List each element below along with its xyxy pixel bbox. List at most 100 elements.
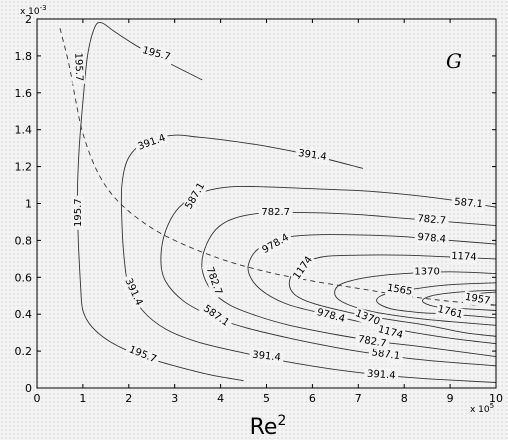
y-axis-multiplier: x 10-3 <box>20 4 47 17</box>
contour-label-bg <box>71 195 85 230</box>
contour-label-978.4: 978.4 <box>312 305 349 327</box>
contour-label-978.4: 978.4 <box>257 229 294 259</box>
contour-label-bg <box>294 146 331 165</box>
contour-line-1174 <box>288 254 496 337</box>
contour-label-1370: 1370 <box>413 265 441 279</box>
contour-label-1174: 1174 <box>375 322 406 343</box>
x-tick-label: 1 <box>79 392 86 405</box>
contour-label-bg <box>384 281 415 299</box>
contour-line-195.7 <box>76 22 203 287</box>
contour-label-391.4: 391.4 <box>133 130 170 155</box>
axes: 0 1 2 3 4 5 6 7 8 9 10 0 0.2 0.4 0.6 0.8 1 1.2 1.4 1.6 1.8 2 <box>15 13 504 405</box>
contour-label-1174: 1174 <box>449 249 479 265</box>
contour-label-bg <box>201 262 226 300</box>
contour-lines <box>76 22 496 383</box>
x-axis-multiplier: x 105 <box>470 402 494 415</box>
contour-label-bg <box>449 249 479 265</box>
y-tick-label: 1.2 <box>15 161 33 174</box>
x-tick-label: 8 <box>401 392 408 405</box>
contour-line-195.7 <box>80 286 244 382</box>
contour-label-text: 195.7 <box>127 344 158 365</box>
y-tick-label: 1 <box>25 198 32 211</box>
contour-label-bg <box>181 178 210 215</box>
contour-label-1761: 1761 <box>435 302 466 323</box>
contour-label-text: 782.7 <box>357 334 387 350</box>
contour-label-195.7: 195.7 <box>71 195 85 230</box>
x-axis-label-superscript: 2 <box>277 413 286 429</box>
contour-label-text: 391.4 <box>297 148 327 163</box>
x-tick-label: 5 <box>263 392 270 405</box>
contour-label-bg <box>414 230 450 247</box>
contour-label-1565: 1565 <box>384 281 415 299</box>
contour-label-bg <box>413 265 441 279</box>
contour-label-text: 587.1 <box>183 181 207 211</box>
contour-label-text: 391.4 <box>252 350 282 364</box>
contour-label-text: 1370 <box>414 266 439 277</box>
contour-label-bg <box>248 348 285 365</box>
contour-line-587.1 <box>160 185 496 367</box>
y-tick-label: 1.8 <box>15 50 33 63</box>
contour-label-bg <box>450 195 487 212</box>
y-tick-label: 0.6 <box>15 271 33 284</box>
contour-label-bg <box>375 322 406 343</box>
contour-label-text: 391.4 <box>367 369 396 382</box>
x-multiplier-base: x 10 <box>470 405 490 415</box>
contour-label-text: 1957 <box>464 292 491 307</box>
y-tick-label: 0.4 <box>15 308 33 321</box>
contour-label-bg <box>138 43 175 65</box>
contour-label-bg <box>352 306 383 330</box>
contour-label-bg <box>435 302 466 323</box>
contour-label-782.7: 782.7 <box>414 212 450 229</box>
contour-line-391.4 <box>120 134 496 383</box>
contour-label-bg <box>414 212 450 229</box>
contour-label-bg <box>133 130 170 155</box>
contour-label-bg <box>363 367 399 383</box>
contour-label-bg <box>258 206 293 220</box>
contour-label-text: 587.1 <box>371 347 401 362</box>
contour-label-bg <box>124 342 161 368</box>
x-tick-label: 4 <box>217 392 224 405</box>
contour-label-195.7: 195.7 <box>71 49 86 85</box>
x-tick-label: 0 <box>34 392 41 405</box>
x-tick-label: 3 <box>171 392 178 405</box>
y-tick-label: 2 <box>25 13 32 26</box>
contour-line-782.7 <box>201 211 496 358</box>
contour-label-1957: 1957 <box>462 290 493 309</box>
contour-label-782.7: 782.7 <box>354 332 390 352</box>
contour-label-195.7: 195.7 <box>138 43 175 65</box>
x-tick-label: 9 <box>447 392 454 405</box>
contour-label-text: 391.4 <box>136 133 167 153</box>
contour-label-391.4: 391.4 <box>363 367 399 383</box>
contour-label-text: 782.7 <box>204 266 224 297</box>
contour-label-587.1: 587.1 <box>181 178 210 215</box>
contour-label-text: 587.1 <box>454 197 483 210</box>
contour-label-bg <box>462 290 493 309</box>
x-axis-label: Re2 <box>250 413 287 440</box>
x-multiplier-exponent: 5 <box>490 402 494 410</box>
contour-label-text: 1174 <box>451 251 477 263</box>
contour-label-782.7: 782.7 <box>258 206 293 220</box>
contour-label-text: 978.4 <box>261 232 291 256</box>
contour-label-391.4: 391.4 <box>120 273 147 311</box>
contour-label-978.4: 978.4 <box>414 230 450 247</box>
contour-label-text: 391.4 <box>122 277 144 308</box>
contour-label-text: 782.7 <box>261 207 290 218</box>
contour-label-587.1: 587.1 <box>368 345 404 364</box>
contour-label-bg <box>289 253 317 284</box>
panel-label: G <box>446 49 462 73</box>
contour-label-1174: 1174 <box>289 253 317 284</box>
x-tick-label: 7 <box>355 392 362 405</box>
y-tick-label: 0.8 <box>15 234 33 247</box>
contour-label-bg <box>198 300 234 332</box>
contour-label-bg <box>354 332 390 352</box>
contour-label-587.1: 587.1 <box>450 195 487 212</box>
x-tick-label: 10 <box>489 392 503 405</box>
x-axis-label-base: Re <box>250 415 278 440</box>
x-tick-label: 6 <box>309 392 316 405</box>
contour-label-text: 782.7 <box>417 213 446 226</box>
y-tick-label: 1.6 <box>15 87 33 100</box>
contour-label-195.7: 195.7 <box>124 342 161 368</box>
contour-label-text: 978.4 <box>417 232 446 245</box>
contour-label-text: 1565 <box>386 283 413 298</box>
contour-label-bg <box>257 229 294 259</box>
